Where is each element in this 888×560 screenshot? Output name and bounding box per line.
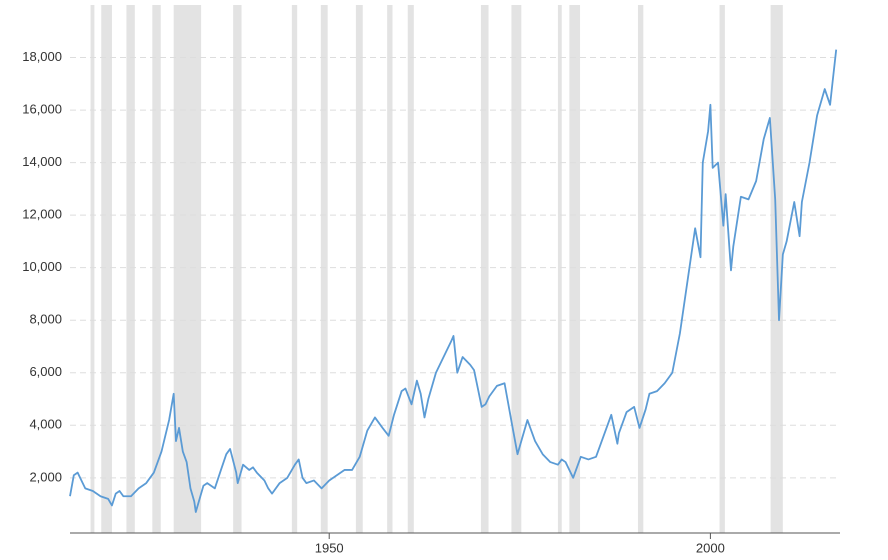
shaded-period bbox=[126, 5, 135, 533]
shaded-period bbox=[407, 5, 414, 533]
y-tick-label: 10,000 bbox=[22, 259, 62, 274]
x-tick-label: 2000 bbox=[696, 540, 725, 555]
shaded-period bbox=[320, 5, 328, 533]
y-tick-label: 12,000 bbox=[22, 207, 62, 222]
shaded-period bbox=[637, 5, 644, 533]
x-tick-label: 1950 bbox=[315, 540, 344, 555]
shaded-period bbox=[480, 5, 489, 533]
shaded-period bbox=[173, 5, 202, 533]
shaded-period bbox=[557, 5, 562, 533]
shaded-period bbox=[291, 5, 298, 533]
shaded-period bbox=[569, 5, 581, 533]
y-tick-label: 6,000 bbox=[29, 364, 62, 379]
y-tick-label: 14,000 bbox=[22, 154, 62, 169]
shaded-period bbox=[511, 5, 522, 533]
line bbox=[69, 49, 838, 513]
y-tick-label: 18,000 bbox=[22, 49, 62, 64]
shaded-period bbox=[90, 5, 95, 533]
y-tick-label: 8,000 bbox=[29, 312, 62, 327]
shaded-period bbox=[387, 5, 393, 533]
y-tick-label: 4,000 bbox=[29, 417, 62, 432]
y-tick-label: 16,000 bbox=[22, 102, 62, 117]
shaded-period bbox=[355, 5, 363, 533]
shaded-period bbox=[719, 5, 725, 533]
shaded-period bbox=[101, 5, 112, 533]
y-tick-label: 2,000 bbox=[29, 469, 62, 484]
shaded-period bbox=[152, 5, 161, 533]
shaded-period bbox=[233, 5, 242, 533]
